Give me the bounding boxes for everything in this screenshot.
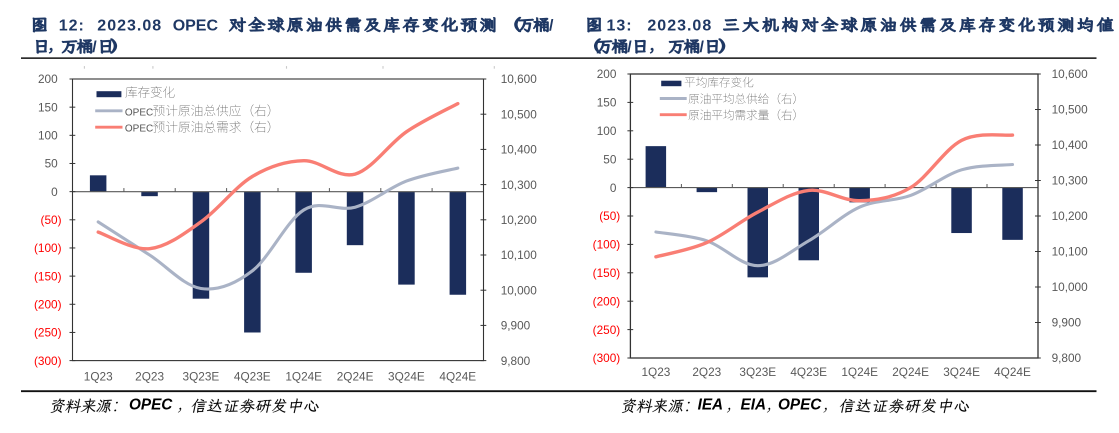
svg-text:13:: 13: <box>607 17 633 34</box>
svg-text:10,000: 10,000 <box>501 283 538 297</box>
svg-text:9,900: 9,900 <box>501 319 531 333</box>
svg-text:10,400: 10,400 <box>1052 138 1089 152</box>
svg-text:OPEC: OPEC <box>125 124 153 135</box>
svg-text:(200): (200) <box>593 294 621 308</box>
svg-text:10,200: 10,200 <box>501 213 538 227</box>
svg-text:10,000: 10,000 <box>1052 280 1089 294</box>
svg-text:10,600: 10,600 <box>501 72 538 86</box>
svg-text:3Q23E: 3Q23E <box>183 370 220 384</box>
svg-text:/: / <box>92 39 97 56</box>
svg-text:1Q23: 1Q23 <box>641 365 670 379</box>
svg-text:2023.08: 2023.08 <box>647 17 712 34</box>
svg-text:4Q24E: 4Q24E <box>994 365 1031 379</box>
svg-text:(300): (300) <box>34 354 62 368</box>
svg-text:OPEC: OPEC <box>125 107 153 118</box>
svg-text:2023.08: 2023.08 <box>97 17 162 34</box>
svg-text:0: 0 <box>610 181 617 195</box>
svg-text:10,500: 10,500 <box>501 107 538 121</box>
svg-text:2Q23: 2Q23 <box>692 365 721 379</box>
svg-text:4Q23E: 4Q23E <box>790 365 827 379</box>
svg-text:EIA: EIA <box>741 397 767 414</box>
svg-text:(150): (150) <box>593 266 621 280</box>
svg-text:(300): (300) <box>593 351 621 365</box>
svg-text:(250): (250) <box>34 326 62 340</box>
svg-text:2Q24E: 2Q24E <box>337 370 374 384</box>
svg-text:10,200: 10,200 <box>1052 209 1089 223</box>
svg-text:50: 50 <box>603 152 617 166</box>
svg-text:/: / <box>627 39 632 56</box>
svg-text:OPEC: OPEC <box>173 17 219 34</box>
svg-text:(150): (150) <box>34 269 62 283</box>
svg-text:50: 50 <box>45 157 59 171</box>
svg-text:OPEC: OPEC <box>778 397 822 414</box>
svg-text:(50): (50) <box>41 213 62 227</box>
svg-text:OPEC: OPEC <box>129 397 173 414</box>
svg-text:4Q23E: 4Q23E <box>234 370 271 384</box>
svg-text:10,100: 10,100 <box>1052 245 1089 259</box>
svg-text:150: 150 <box>38 100 58 114</box>
svg-text:100: 100 <box>597 124 617 138</box>
svg-text:200: 200 <box>597 67 617 81</box>
svg-text:10,600: 10,600 <box>1052 67 1089 81</box>
svg-text:0: 0 <box>51 185 58 199</box>
svg-text:150: 150 <box>597 96 617 110</box>
svg-text:(100): (100) <box>593 238 621 252</box>
svg-text:/: / <box>700 39 705 56</box>
svg-text:9,800: 9,800 <box>1052 351 1082 365</box>
svg-text:10,300: 10,300 <box>1052 174 1089 188</box>
svg-text:9,800: 9,800 <box>501 354 531 368</box>
svg-text:3Q24E: 3Q24E <box>388 370 425 384</box>
svg-text:12:: 12: <box>59 17 85 34</box>
svg-text:(250): (250) <box>593 323 621 337</box>
svg-text:(200): (200) <box>34 297 62 311</box>
svg-text:3Q23E: 3Q23E <box>739 365 776 379</box>
svg-text:2Q23: 2Q23 <box>135 370 164 384</box>
svg-text:100: 100 <box>38 129 58 143</box>
svg-text:10,300: 10,300 <box>501 178 538 192</box>
svg-text:9,900: 9,900 <box>1052 316 1082 330</box>
svg-text:10,500: 10,500 <box>1052 103 1089 117</box>
svg-text:4Q24E: 4Q24E <box>439 370 476 384</box>
svg-text:1Q24E: 1Q24E <box>841 365 878 379</box>
svg-text:(100): (100) <box>34 241 62 255</box>
svg-text:1Q24E: 1Q24E <box>285 370 322 384</box>
svg-text:1Q23: 1Q23 <box>84 370 113 384</box>
svg-text:/: / <box>549 17 554 34</box>
svg-text:IEA: IEA <box>698 397 724 414</box>
svg-text:3Q24E: 3Q24E <box>943 365 980 379</box>
svg-text:10,400: 10,400 <box>501 143 538 157</box>
svg-text:200: 200 <box>38 72 58 86</box>
svg-text:2Q24E: 2Q24E <box>892 365 929 379</box>
svg-text:(50): (50) <box>599 209 620 223</box>
svg-text:10,100: 10,100 <box>501 248 538 262</box>
